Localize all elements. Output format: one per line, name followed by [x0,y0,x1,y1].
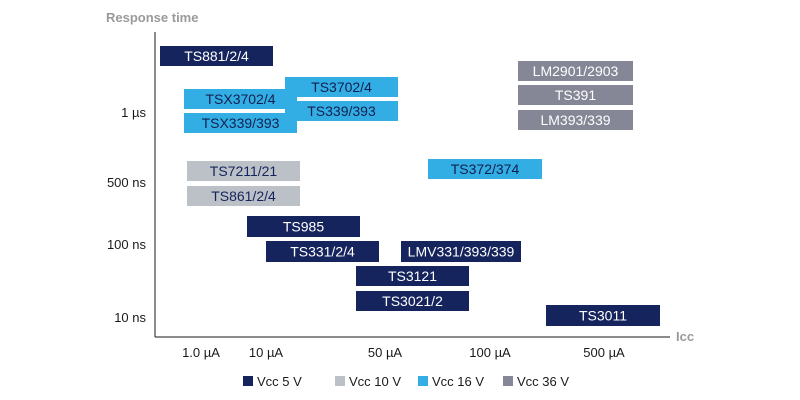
product-box [187,161,300,181]
x-tick-labels: 1.0 µA 10 µA 50 µA 100 µA 500 µA [182,345,625,360]
product-box [546,305,660,326]
y-tick-label: 10 ns [114,310,146,325]
product-box [401,241,521,262]
legend-swatch [243,376,253,386]
x-tick-label: 50 µA [368,345,403,360]
product-label: LMV331/393/339 [408,244,515,260]
product-box [518,61,633,81]
product-box [518,85,633,105]
product-label: TS391 [555,87,596,103]
y-tick-label: 1 µs [121,105,146,120]
product-box [285,101,398,121]
product-label: TS3011 [579,308,627,324]
legend-label: Vcc 10 V [349,374,401,389]
x-tick-label: 10 µA [249,345,284,360]
product-box [356,291,469,311]
legend-label: Vcc 36 V [517,374,569,389]
y-axis-title: Response time [106,10,198,25]
product-box [160,46,273,66]
x-tick-label: 100 µA [469,345,511,360]
legend-label: Vcc 16 V [432,374,484,389]
product-label: TS339/393 [307,103,376,119]
legend-label: Vcc 5 V [257,374,302,389]
product-label: TS3702/4 [311,79,372,95]
legend: Vcc 5 V Vcc 10 V Vcc 16 V Vcc 36 V [243,374,569,389]
product-box [184,89,297,109]
product-label: TS331/2/4 [290,244,355,260]
product-label: TSX339/393 [202,115,280,131]
product-label: TSX3702/4 [205,91,275,107]
legend-swatch [335,376,345,386]
product-label: LM2901/2903 [533,63,619,79]
x-axis-title: Icc [676,329,694,344]
product-box [356,266,469,286]
product-box [266,241,379,262]
product-label: TS881/2/4 [184,48,249,64]
product-label: TS3021/2 [382,293,443,309]
product-label: TS861/2/4 [211,188,276,204]
axes: Response time Icc [106,10,694,344]
product-box [285,77,398,97]
product-label: TS7211/21 [210,163,278,179]
product-boxes: TS881/2/4 TS3702/4 TSX3702/4 TS339/393 TSX33… [160,46,660,326]
product-box [184,113,297,133]
product-label: TS3121 [388,268,437,284]
product-box [187,186,300,206]
product-label: LM393/339 [540,112,610,128]
product-box [247,216,360,237]
legend-swatch [503,376,513,386]
x-tick-label: 500 µA [583,345,625,360]
product-label: TS985 [283,219,324,235]
product-label: TS372/374 [451,161,520,177]
y-tick-labels: 1 µs 500 ns 100 ns 10 ns [107,105,147,325]
product-box [518,110,633,130]
y-tick-label: 500 ns [107,175,147,190]
legend-swatch [418,376,428,386]
y-tick-label: 100 ns [107,237,147,252]
x-tick-label: 1.0 µA [182,345,220,360]
product-box [428,159,542,179]
